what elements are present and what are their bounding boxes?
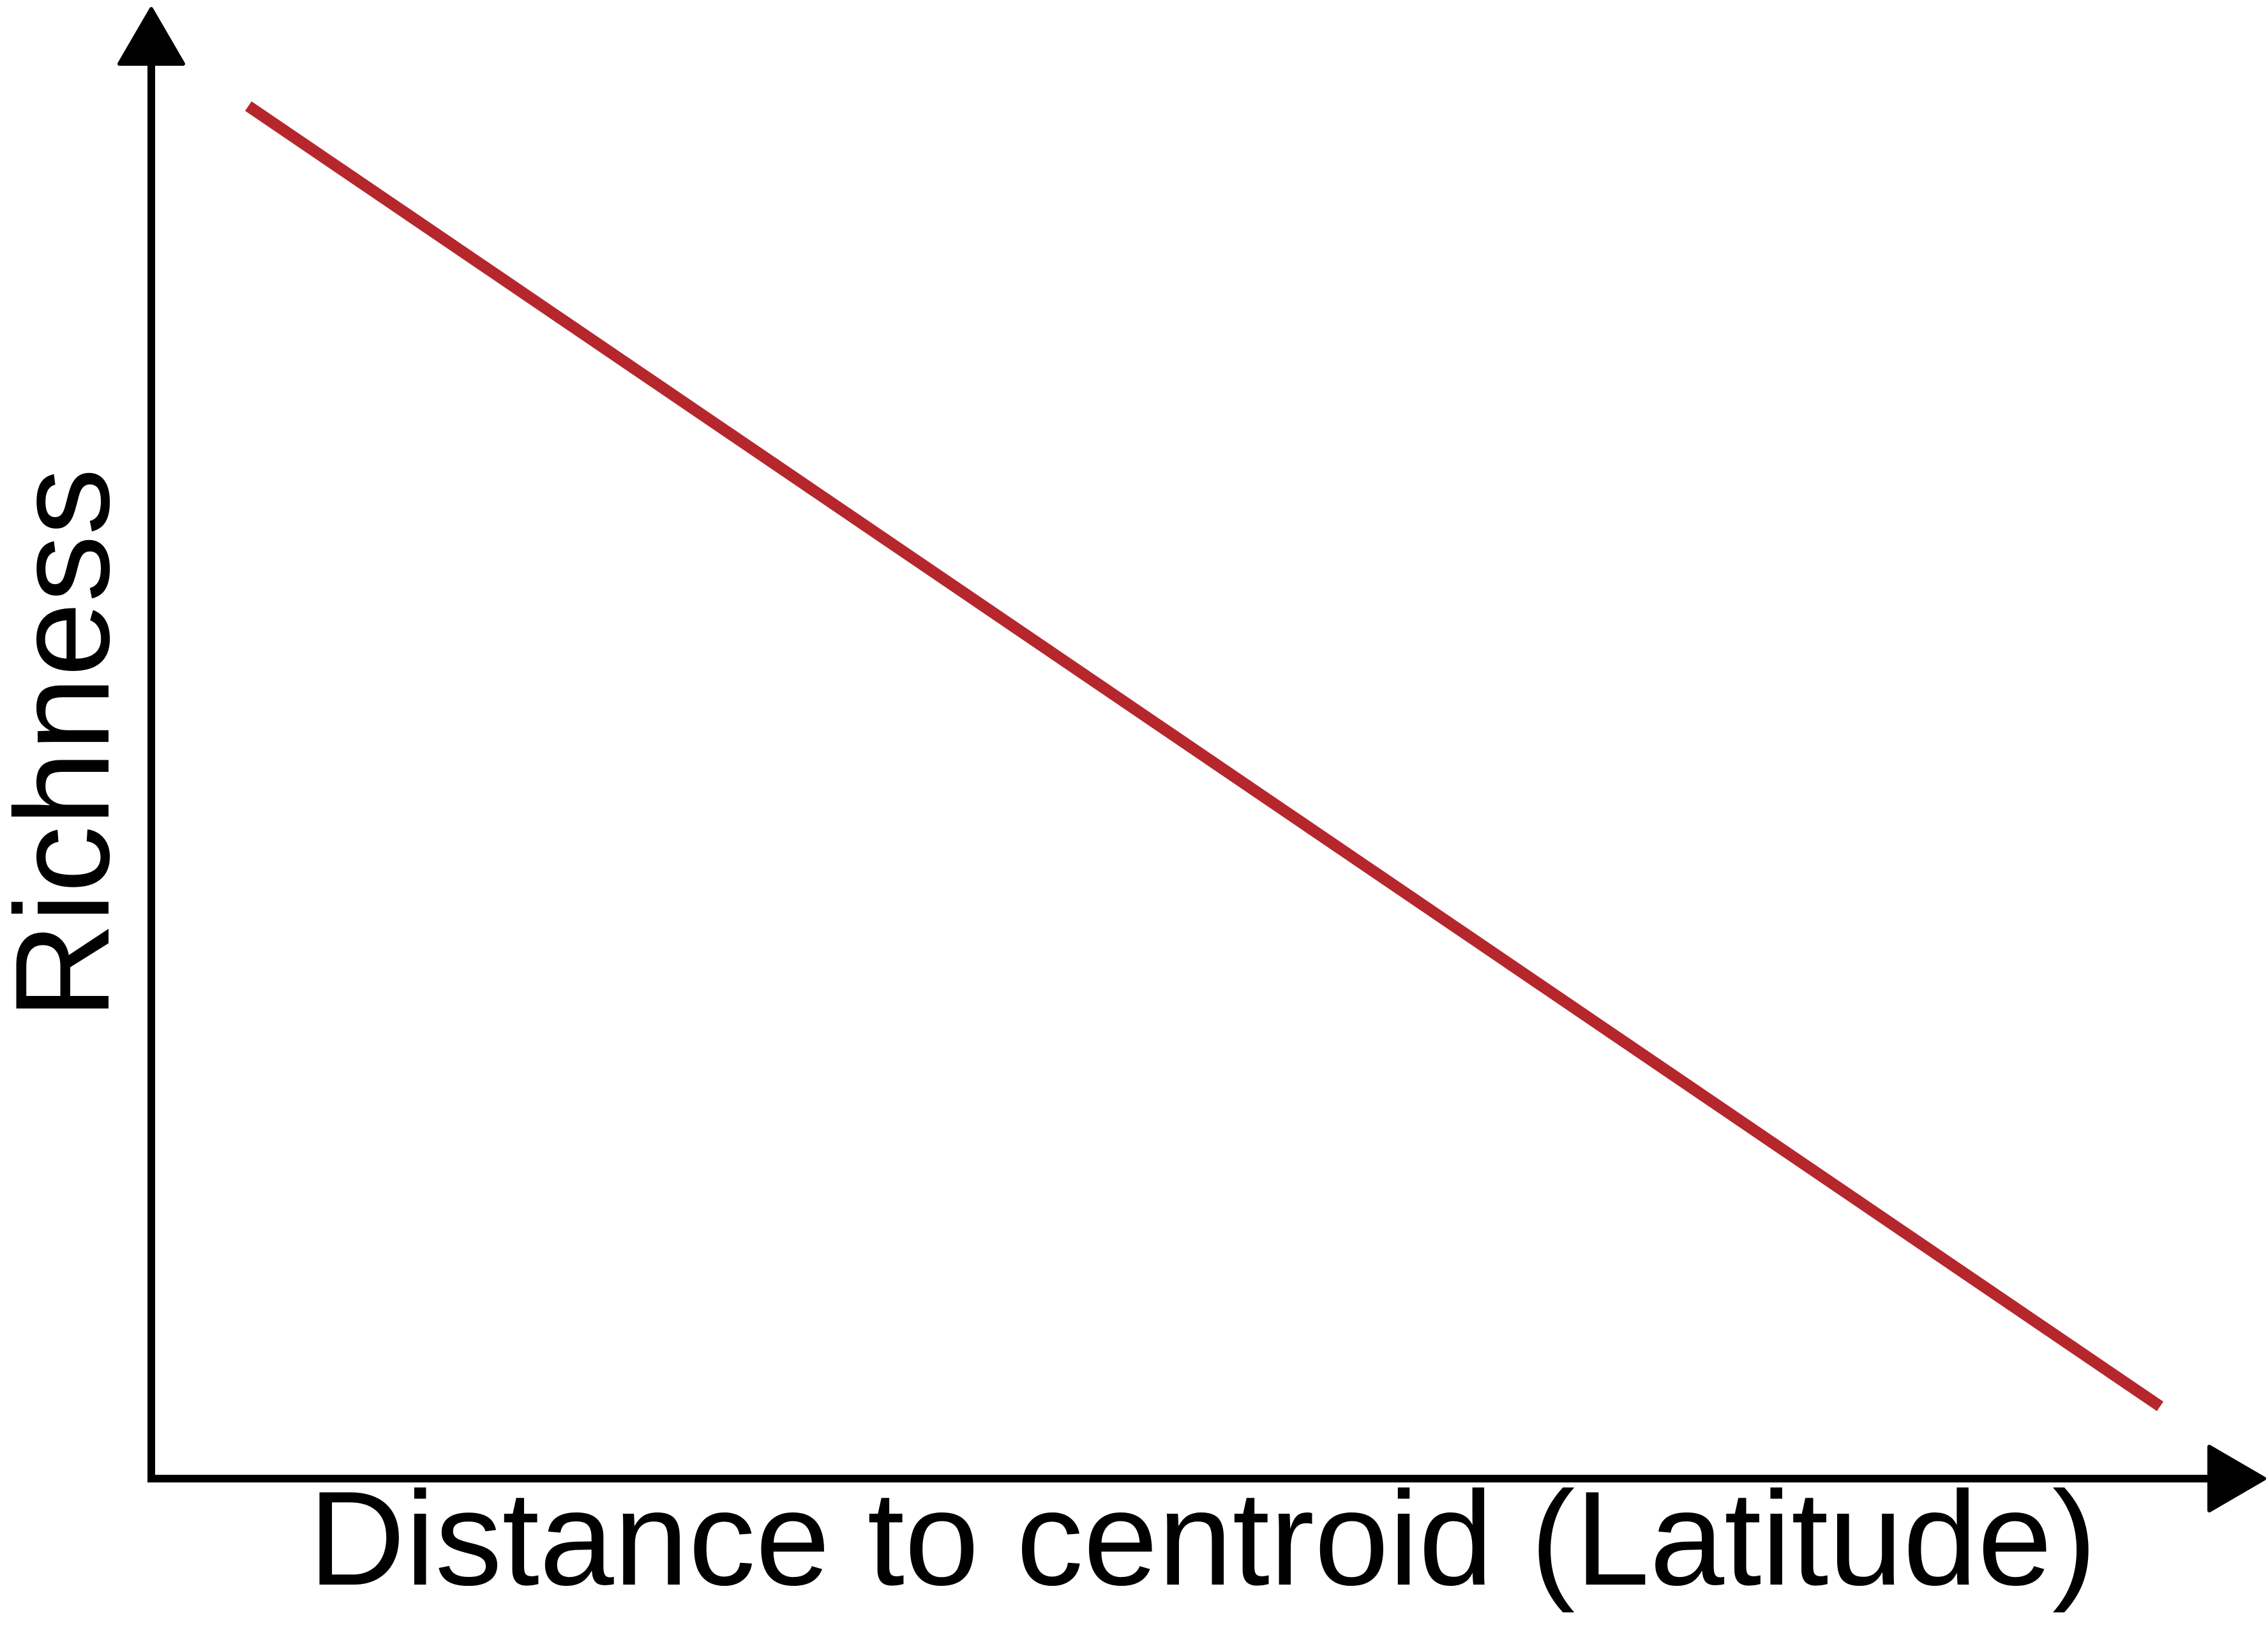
- y-axis-label: Richness: [0, 468, 137, 1020]
- series-line-0: [244, 101, 2164, 1412]
- series-layer: [244, 101, 2164, 1412]
- x-axis-arrowhead: [2207, 1445, 2266, 1512]
- x-axis-label: Distance to centroid (Latitude): [308, 1463, 2096, 1613]
- y-axis-arrowhead: [117, 7, 185, 66]
